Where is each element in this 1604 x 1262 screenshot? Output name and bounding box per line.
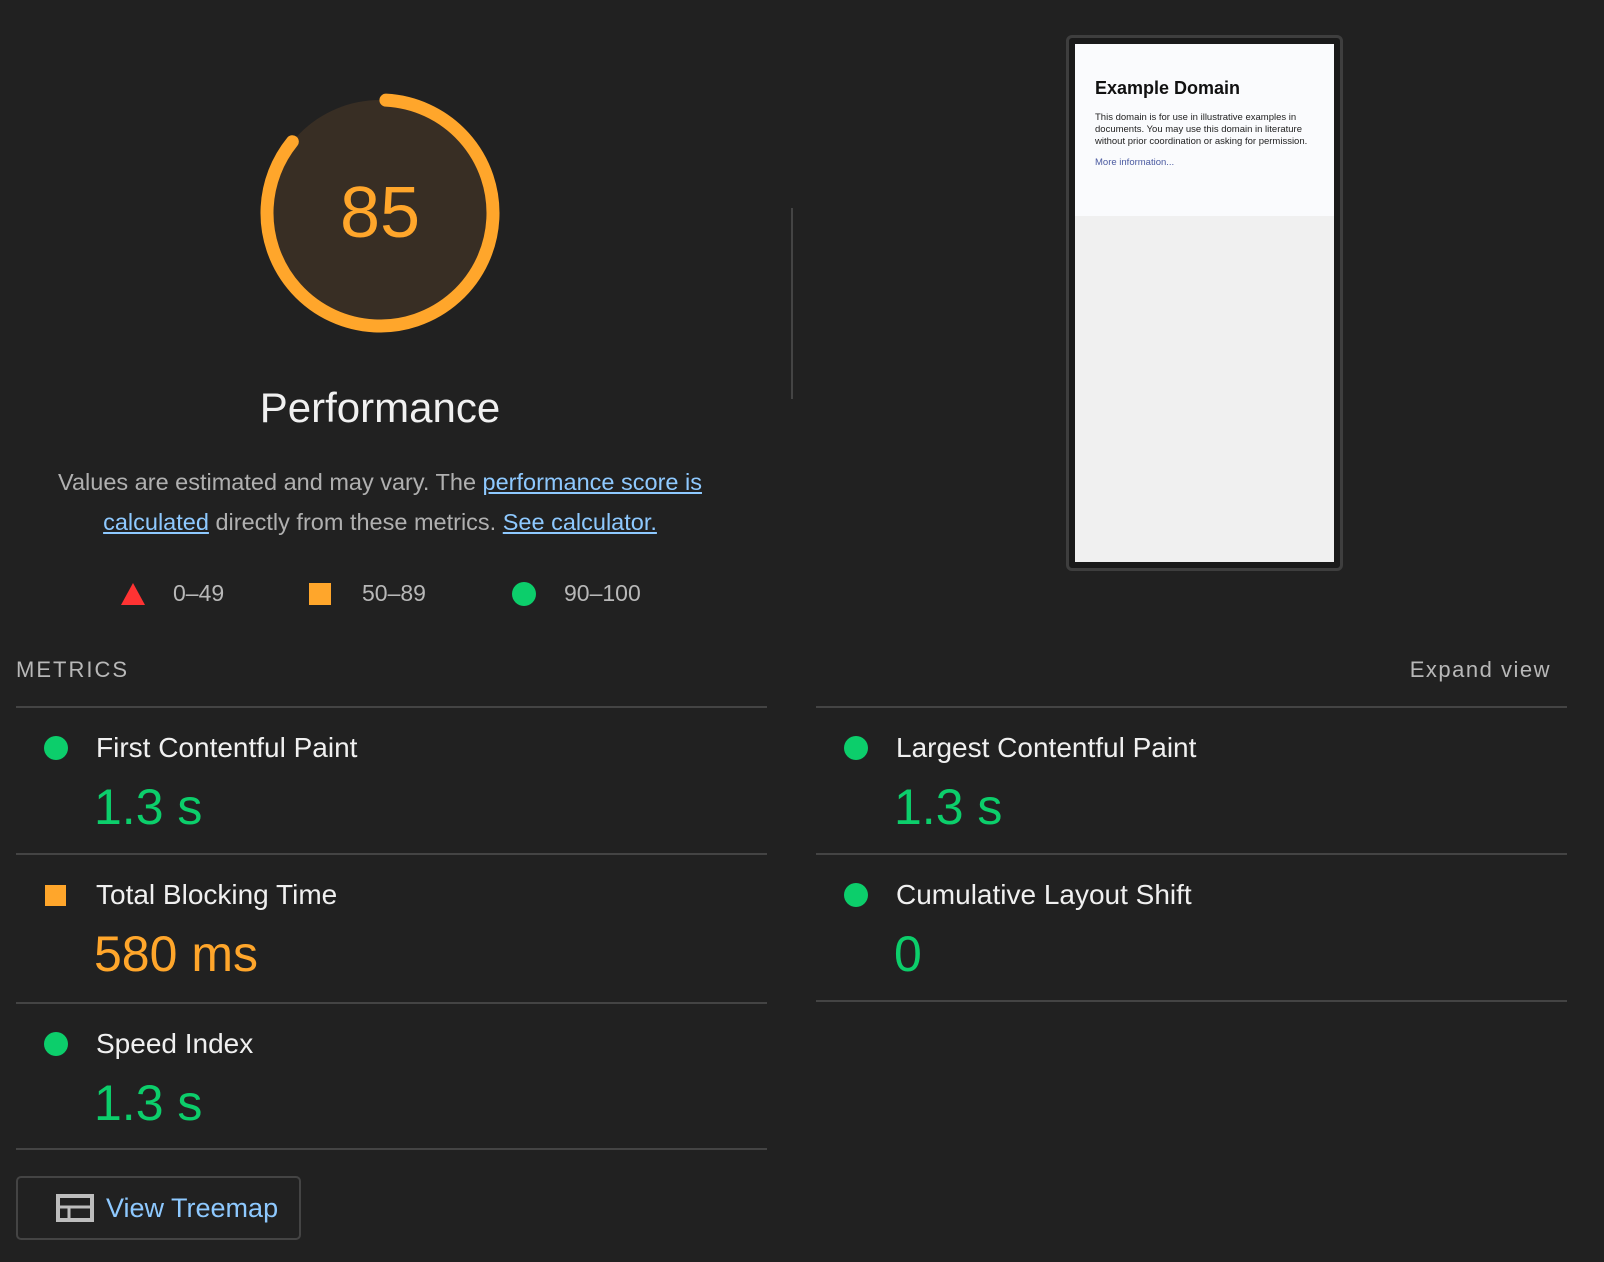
metric-title: Total Blocking Time — [96, 879, 338, 910]
circle-icon — [844, 736, 868, 760]
metric-title: Speed Index — [96, 1028, 254, 1059]
divider — [816, 706, 1567, 708]
metric-value: 0 — [894, 926, 922, 982]
legend-pass: 90–100 — [512, 580, 641, 607]
score-value: 85 — [339, 173, 421, 253]
treemap-icon — [56, 1194, 94, 1222]
gauge-background — [267, 100, 493, 326]
metric-speed-index: Speed Index 1.3 s — [16, 1004, 767, 1150]
divider — [791, 208, 793, 399]
score-calculated-link[interactable]: performance score is calculated — [103, 469, 702, 535]
divider — [16, 1148, 767, 1150]
legend-label: 50–89 — [362, 580, 426, 606]
circle-icon — [844, 883, 868, 907]
square-icon — [45, 885, 66, 906]
gauge-arc — [260, 93, 500, 333]
view-treemap-button[interactable]: View Treemap — [16, 1176, 301, 1240]
divider — [16, 853, 767, 855]
legend-label: 0–49 — [173, 580, 225, 606]
metric-title: First Contentful Paint — [96, 732, 358, 763]
metric-total-blocking-time: Total Blocking Time 580 ms — [16, 855, 767, 1001]
screenshot-body: This domain is for use in illustrative e… — [1095, 112, 1308, 147]
triangle-icon — [121, 582, 145, 605]
square-icon — [309, 582, 331, 605]
metric-title: Largest Contentful Paint — [896, 732, 1197, 763]
divider — [816, 853, 1567, 855]
score-gauge — [260, 93, 500, 333]
final-screenshot[interactable]: Example Domain This domain is for use in… — [1066, 35, 1343, 571]
metric-largest-contentful-paint: Largest Contentful Paint 1.3 s — [816, 708, 1567, 854]
circle-icon — [44, 736, 68, 760]
legend-average: 50–89 — [309, 580, 426, 607]
category-title: Performance — [259, 384, 501, 431]
desc-text: Values are estimated and may vary. The — [58, 469, 483, 495]
metric-cumulative-layout-shift: Cumulative Layout Shift 0 — [816, 855, 1567, 1001]
metric-value: 1.3 s — [94, 779, 203, 835]
desc-text: directly from these metrics. — [208, 509, 503, 535]
screenshot-link: More information... — [1095, 157, 1175, 168]
divider — [16, 1002, 767, 1004]
divider — [16, 706, 767, 708]
expand-view-toggle[interactable]: Expand view — [1409, 657, 1551, 682]
metric-value: 1.3 s — [894, 779, 1003, 835]
metric-value: 580 ms — [94, 926, 258, 982]
legend-label: 90–100 — [564, 580, 641, 606]
treemap-label: View Treemap — [106, 1192, 279, 1223]
circle-icon — [44, 1032, 68, 1056]
metric-first-contentful-paint: First Contentful Paint 1.3 s — [16, 708, 767, 854]
score-description: Values are estimated and may vary. The p… — [20, 462, 740, 542]
metric-value: 1.3 s — [94, 1075, 203, 1131]
see-calculator-link[interactable]: See calculator. — [502, 509, 657, 535]
metrics-header: METRICS — [16, 657, 129, 682]
divider — [816, 1000, 1567, 1002]
legend-fail: 0–49 — [121, 580, 224, 607]
screenshot-title: Example Domain — [1095, 78, 1241, 98]
metric-title: Cumulative Layout Shift — [896, 879, 1192, 910]
circle-icon — [512, 581, 536, 606]
